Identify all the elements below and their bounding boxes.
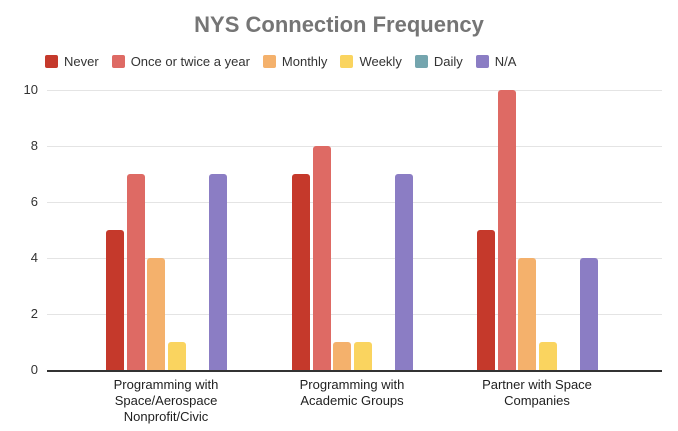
gridline bbox=[47, 90, 662, 91]
bar-slot bbox=[374, 90, 392, 370]
bar-group bbox=[106, 90, 227, 370]
bar-once-or-twice-a-year bbox=[126, 174, 145, 370]
legend-item-never: Never bbox=[45, 54, 99, 69]
y-tick-label: 6 bbox=[30, 194, 38, 209]
bar-group bbox=[292, 90, 413, 370]
x-axis-label: Partner with Space Companies bbox=[447, 377, 627, 409]
chart-title: NYS Connection Frequency bbox=[194, 12, 484, 37]
bar-slot bbox=[208, 90, 227, 370]
legend-swatch-icon bbox=[340, 54, 354, 68]
x-axis-label: Programming with Academic Groups bbox=[262, 377, 442, 409]
legend-label: N/A bbox=[494, 53, 517, 69]
x-axis-label-line: Space/Aerospace bbox=[114, 393, 218, 408]
legend-label: Never bbox=[64, 53, 99, 69]
y-tick-label: 4 bbox=[30, 250, 38, 265]
bar-monthly bbox=[518, 258, 537, 370]
bar-n-a bbox=[394, 174, 413, 370]
bar-monthly bbox=[333, 342, 352, 370]
x-axis-label-line: Academic Groups bbox=[300, 393, 404, 408]
plot-area bbox=[47, 90, 662, 372]
bar-slot bbox=[353, 90, 372, 370]
legend-item-monthly: Monthly bbox=[262, 53, 328, 69]
legend-label: Once or twice a year bbox=[130, 53, 250, 69]
legend-item-n-a: N/A bbox=[475, 53, 517, 69]
bar-slot bbox=[167, 90, 186, 370]
bar-slot bbox=[147, 90, 166, 370]
y-tick-label: 2 bbox=[30, 306, 38, 321]
bar-slot bbox=[497, 90, 516, 370]
bar-monthly bbox=[147, 258, 166, 370]
bar-slot bbox=[394, 90, 413, 370]
bar-slot bbox=[188, 90, 206, 370]
bar-weekly bbox=[353, 342, 372, 370]
legend-item-daily: Daily bbox=[414, 53, 463, 69]
x-axis-label-line: Programming with bbox=[299, 377, 405, 392]
bar-never bbox=[292, 174, 310, 370]
bar-slot bbox=[559, 90, 577, 370]
legend-swatch-icon bbox=[111, 54, 125, 68]
bar-n-a bbox=[208, 174, 227, 370]
legend-label: Monthly bbox=[281, 53, 328, 69]
y-tick-label: 10 bbox=[23, 82, 38, 97]
bar-n-a bbox=[579, 258, 598, 370]
bar-weekly bbox=[167, 342, 186, 370]
legend-swatch-icon bbox=[414, 54, 428, 68]
bar-group bbox=[477, 90, 598, 370]
bar-slot bbox=[292, 90, 310, 370]
bar-slot bbox=[333, 90, 352, 370]
legend-label: Weekly bbox=[359, 53, 402, 69]
bar-once-or-twice-a-year bbox=[497, 90, 516, 370]
x-axis-label-line: Partner with Space bbox=[482, 377, 592, 392]
legend-swatch-icon bbox=[475, 54, 489, 68]
legend-item-weekly: Weekly bbox=[340, 53, 402, 69]
bar-slot bbox=[126, 90, 145, 370]
bar-never bbox=[106, 230, 124, 370]
bar-once-or-twice-a-year bbox=[312, 146, 331, 370]
gridline bbox=[47, 202, 662, 203]
legend-label: Daily bbox=[433, 53, 463, 69]
bar-never bbox=[477, 230, 495, 370]
gridline bbox=[47, 314, 662, 315]
bar-slot bbox=[312, 90, 331, 370]
x-axis-label-line: Programming with bbox=[113, 377, 219, 392]
x-axis-label-line: Companies bbox=[504, 393, 570, 408]
bar-slot bbox=[579, 90, 598, 370]
bar-slot bbox=[477, 90, 495, 370]
gridline bbox=[47, 146, 662, 147]
legend-swatch-icon bbox=[45, 54, 58, 68]
y-tick-label: 8 bbox=[30, 138, 38, 153]
y-tick-label: 0 bbox=[30, 362, 38, 377]
x-axis-label: Programming with Space/Aerospace Nonprofit… bbox=[76, 377, 256, 425]
legend-item-once-or-twice-a-year: Once or twice a year bbox=[111, 53, 250, 69]
gridline bbox=[47, 258, 662, 259]
legend-swatch-icon bbox=[262, 54, 276, 68]
bar-slot bbox=[106, 90, 124, 370]
x-axis-label-line: Nonprofit/Civic bbox=[123, 409, 209, 424]
bar-weekly bbox=[538, 342, 557, 370]
bar-slot bbox=[518, 90, 537, 370]
bar-slot bbox=[538, 90, 557, 370]
legend: Never Once or twice a year Monthly Weekly Da… bbox=[45, 53, 516, 69]
